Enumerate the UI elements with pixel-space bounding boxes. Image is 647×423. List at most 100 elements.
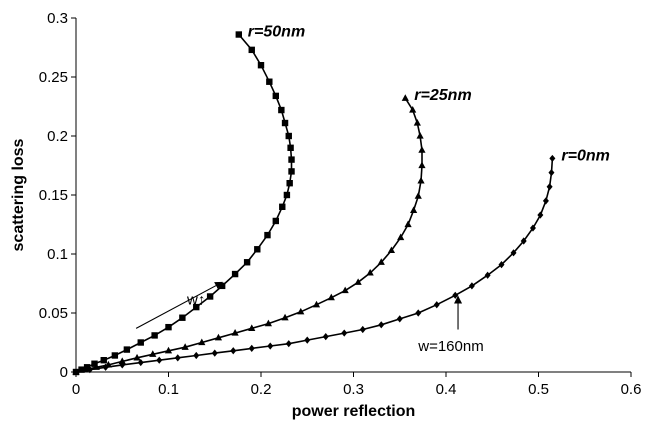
data-point bbox=[257, 62, 265, 69]
data-point bbox=[214, 333, 223, 341]
data-point bbox=[327, 293, 335, 301]
annotation: w=160nm bbox=[417, 295, 484, 355]
data-point bbox=[529, 224, 536, 232]
series-label: r=25nm bbox=[414, 87, 471, 104]
data-point bbox=[354, 278, 362, 285]
data-point bbox=[366, 268, 374, 276]
data-point bbox=[123, 346, 131, 353]
x-tick-label: 0 bbox=[72, 381, 80, 398]
data-point bbox=[341, 286, 349, 294]
y-tick-label: 0.1 bbox=[47, 246, 68, 263]
x-ticks: 0 0.1 0.2 0.3 0.4 0.5 0.6 bbox=[72, 372, 641, 398]
series-r-50nm bbox=[72, 31, 295, 376]
x-tick-label: 0.5 bbox=[528, 381, 549, 398]
data-point bbox=[193, 351, 200, 360]
data-point bbox=[193, 303, 200, 311]
data-point bbox=[286, 180, 293, 187]
data-point bbox=[387, 246, 396, 254]
data-point bbox=[413, 119, 421, 126]
data-point bbox=[78, 366, 85, 373]
data-point bbox=[510, 249, 517, 257]
data-point bbox=[377, 258, 385, 265]
y-axis-title: scattering loss bbox=[10, 138, 27, 251]
y-tick-label: 0 bbox=[60, 364, 68, 381]
data-point bbox=[83, 364, 91, 371]
data-point bbox=[520, 237, 527, 245]
data-point bbox=[417, 176, 425, 184]
data-point bbox=[137, 339, 144, 346]
data-point bbox=[211, 349, 218, 357]
annotation-label: w=160nm bbox=[417, 338, 483, 355]
data-point bbox=[73, 368, 79, 376]
y-ticks: 0 0.05 0.1 0.15 0.2 0.25 0.3 bbox=[39, 10, 76, 381]
data-point bbox=[281, 313, 289, 321]
y-tick-label: 0.2 bbox=[47, 128, 68, 145]
data-point bbox=[181, 343, 189, 350]
data-point bbox=[149, 350, 157, 357]
data-point bbox=[288, 156, 295, 163]
data-point bbox=[156, 356, 163, 364]
data-point bbox=[297, 307, 305, 315]
series-line bbox=[75, 97, 423, 373]
data-point bbox=[287, 144, 294, 151]
data-point bbox=[279, 203, 286, 210]
data-point bbox=[151, 332, 158, 339]
data-point bbox=[322, 333, 329, 341]
data-point bbox=[100, 357, 107, 364]
data-point bbox=[91, 360, 98, 367]
data-point bbox=[264, 231, 271, 239]
data-point bbox=[164, 346, 173, 354]
annotation-label: w↑ bbox=[186, 292, 205, 309]
y-tick-label: 0.15 bbox=[39, 187, 68, 204]
data-point bbox=[243, 259, 251, 266]
x-axis-title: power reflection bbox=[292, 403, 416, 420]
data-point bbox=[418, 161, 426, 169]
data-point bbox=[542, 197, 549, 205]
data-point bbox=[285, 340, 292, 348]
data-point bbox=[283, 191, 291, 199]
data-point bbox=[498, 261, 505, 269]
data-point bbox=[537, 211, 544, 219]
x-tick-label: 0.4 bbox=[436, 381, 457, 398]
annotation-arrow bbox=[135, 281, 224, 329]
data-point bbox=[281, 119, 289, 127]
data-point bbox=[174, 354, 181, 362]
data-point bbox=[359, 325, 366, 334]
data-point bbox=[549, 154, 556, 163]
x-tick-label: 0.1 bbox=[158, 381, 179, 398]
data-point bbox=[231, 329, 239, 336]
data-point bbox=[248, 344, 255, 352]
data-point bbox=[230, 347, 237, 355]
data-point bbox=[404, 220, 412, 228]
data-point bbox=[86, 366, 93, 374]
data-point bbox=[397, 233, 405, 241]
data-point bbox=[546, 183, 553, 191]
data-point bbox=[133, 353, 141, 361]
data-point bbox=[179, 314, 186, 321]
data-point bbox=[416, 132, 424, 139]
y-tick-label: 0.25 bbox=[39, 69, 68, 86]
data-point bbox=[137, 358, 144, 367]
data-point bbox=[548, 168, 555, 177]
annotation: w↑ bbox=[135, 281, 224, 329]
data-point bbox=[433, 301, 440, 309]
data-point bbox=[248, 324, 256, 331]
series-layer bbox=[72, 31, 556, 376]
data-point bbox=[235, 31, 242, 38]
data-point bbox=[266, 78, 273, 85]
data-point bbox=[409, 106, 417, 113]
data-point bbox=[165, 323, 172, 331]
data-point bbox=[288, 168, 295, 175]
annotation-layer: w↑ w=160nm bbox=[135, 281, 484, 355]
data-point bbox=[102, 363, 109, 371]
data-point bbox=[198, 338, 206, 346]
data-point bbox=[468, 282, 475, 290]
data-point bbox=[452, 291, 459, 299]
y-tick-label: 0.3 bbox=[47, 10, 68, 27]
data-point bbox=[418, 146, 426, 153]
y-tick-label: 0.05 bbox=[39, 305, 68, 322]
data-point bbox=[206, 293, 214, 300]
series-label: r=0nm bbox=[561, 147, 609, 164]
label-layer: r=50nm r=25nm r=0nm bbox=[248, 24, 610, 165]
